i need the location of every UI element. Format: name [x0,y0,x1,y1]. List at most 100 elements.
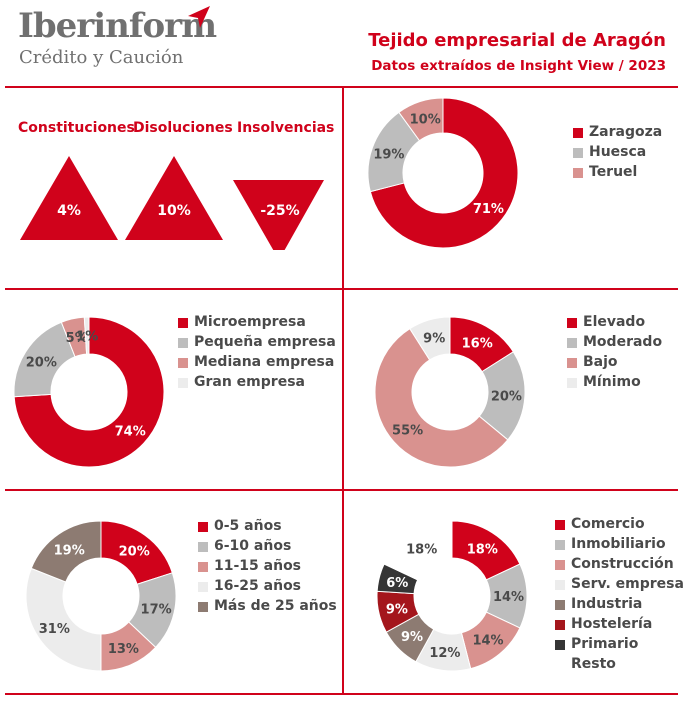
legend-item-microempresa: Microempresa [178,312,336,332]
legend-item-16-25-anos: 16-25 años [198,576,337,596]
slice-16-25-anos [25,567,102,672]
legend-label: Construcción [571,556,674,572]
legend-label: Mediana empresa [194,354,335,370]
legend-item-mas-de-25-anos: Más de 25 años [198,596,337,616]
legend-label: 0-5 años [214,518,282,534]
indicator-triangles: 4% 10% -25% [20,156,324,250]
legend-item-zaragoza: Zaragoza [573,122,662,142]
legend-item-bajo: Bajo [567,352,662,372]
legend-provincias: Zaragoza Huesca Teruel [573,122,662,182]
indicator-label-disoluciones: Disoluciones [133,120,233,136]
legend-swatch [567,358,577,368]
legend-label: Huesca [589,144,647,160]
indicator-label-constituciones: Constituciones [18,120,135,136]
legend-label: Más de 25 años [214,598,337,614]
legend-antiguedad: 0-5 años 6-10 años 11-15 años 16-25 años Más… [198,516,337,616]
legend-label: Bajo [583,354,618,370]
legend-swatch [178,378,188,388]
legend-item-serv-empresa: Serv. empresa [555,574,683,594]
legend-label: Teruel [589,164,638,180]
legend-sectores: Comercio Inmobiliario Construcción Serv. em… [555,514,683,674]
slice-label-0-5-anos: 20% [119,544,150,559]
legend-item-moderado: Moderado [567,332,662,352]
legend-item-teruel: Teruel [573,162,662,182]
legend-swatch [555,580,565,590]
slice-label-industria: 9% [401,630,423,645]
legend-swatch [178,358,188,368]
slice-label-gran-empresa: 1% [76,330,98,345]
slice-label-bajo: 55% [392,423,423,438]
donut-riesgo: 16% 20% 55% 9% [374,316,526,468]
legend-item-hosteleria: Hostelería [555,614,683,634]
legend-label: Pequeña empresa [194,334,336,350]
slice-label-moderado: 20% [491,390,522,405]
triangle-up-icon [20,156,118,240]
triangle-up-icon [125,156,223,240]
legend-swatch [555,620,565,630]
legend-label: Comercio [571,516,645,532]
slice-label-minimo: 9% [423,332,445,347]
grid-divider [5,489,678,491]
legend-label: Gran empresa [194,374,305,390]
legend-label: Primario [571,636,639,652]
legend-label: Mínimo [583,374,641,390]
grid-divider [5,693,678,695]
legend-swatch [555,640,565,650]
slice-label-primario: 6% [386,576,408,591]
legend-label: Elevado [583,314,646,330]
legend-swatch [573,168,583,178]
legend-swatch [555,560,565,570]
legend-swatch [198,542,208,552]
slice-gran-empresa [83,316,90,355]
indicator-value-insolvencias: -25% [260,203,299,219]
logo-wordmark: Iberinform [18,6,217,46]
slice-label-pequena-empresa: 20% [26,356,57,371]
legend-item-primario: Primario [555,634,683,654]
slice-teruel [398,97,444,142]
legend-swatch [573,148,583,158]
legend-swatch [567,338,577,348]
slice-minimo [409,316,451,361]
legend-swatch [178,338,188,348]
slice-label-mediana-empresa: 5% [66,331,88,346]
legend-item-elevado: Elevado [567,312,662,332]
legend-item-minimo: Mínimo [567,372,662,392]
slice-zaragoza [369,97,519,249]
legend-item-construccion: Construcción [555,554,683,574]
legend-swatch [198,522,208,532]
slice-mas-de-25-anos [30,520,102,583]
legend-swatch [555,600,565,610]
legend-label: Industria [571,596,643,612]
legend-label: 6-10 años [214,538,292,554]
legend-item-gran-empresa: Gran empresa [178,372,336,392]
legend-swatch [555,520,565,530]
slice-label-elevado: 16% [462,337,493,352]
legend-label: 16-25 años [214,578,302,594]
legend-item-0-5-anos: 0-5 años [198,516,337,536]
legend-label: Resto [571,656,616,672]
legend-label: Zaragoza [589,124,663,140]
legend-item-11-15-anos: 11-15 años [198,556,337,576]
slice-label-mas-de-25-anos: 19% [54,543,85,558]
legend-swatch [198,562,208,572]
legend-label: 11-15 años [214,558,302,574]
legend-swatch [573,128,583,138]
legend-item-pequena-empresa: Pequeña empresa [178,332,336,352]
slice-label-6-10-anos: 17% [141,602,172,617]
slice-label-resto: 18% [406,542,437,557]
slice-label-comercio: 18% [467,542,498,557]
legend-label: Moderado [583,334,663,350]
legend-item-comercio: Comercio [555,514,683,534]
slice-bajo [374,327,509,468]
slice-label-serv-empresa: 12% [429,646,460,661]
logo-subtitle: Crédito y Caución [19,47,184,68]
slice-label-construccion: 14% [472,634,503,649]
legend-item-huesca: Huesca [573,142,662,162]
donut-antiguedad: 20% 17% 13% 31% 19% [25,520,177,672]
legend-label: Hostelería [571,616,653,632]
legend-swatch [567,378,577,388]
legend-swatch [555,540,565,550]
legend-swatch [198,582,208,592]
legend-item-mediana-empresa: Mediana empresa [178,352,336,372]
slice-label-inmobiliario: 14% [493,590,524,605]
